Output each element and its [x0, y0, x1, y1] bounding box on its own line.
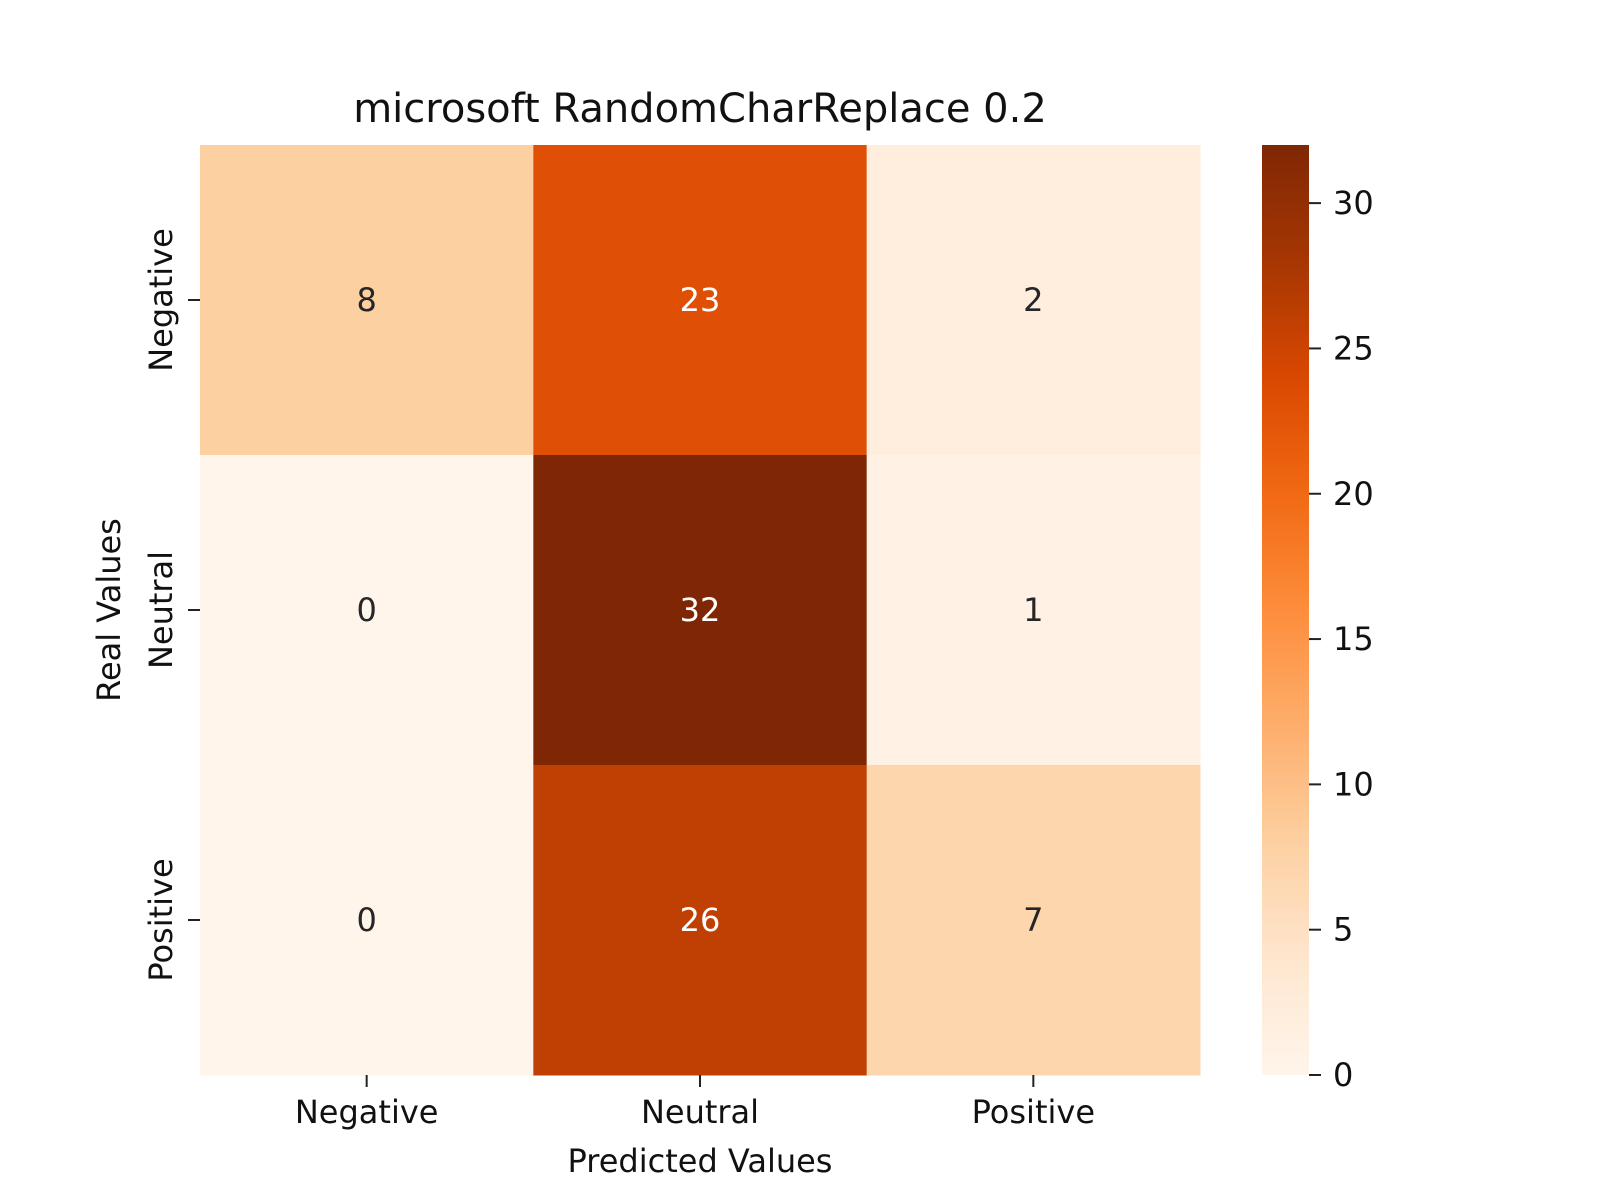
- y-tick-label-1: Neutral: [142, 551, 180, 669]
- cell-value-0-0: 8: [356, 281, 376, 319]
- cell-value-2-0: 0: [356, 901, 376, 939]
- heatmap-cells: [200, 145, 1201, 1076]
- heatmap-cell-1-0: [200, 455, 534, 766]
- cell-value-2-1: 26: [680, 901, 721, 939]
- cell-value-2-2: 7: [1023, 901, 1043, 939]
- x-axis-ticks: Negative Neutral Positive: [295, 1075, 1095, 1131]
- y-axis-label: Real Values: [90, 518, 128, 702]
- cell-labels: 8 23 2 0 32 1 0 26 7: [356, 281, 1043, 939]
- heatmap-cell-1-1: [533, 455, 868, 766]
- colorbar: [1262, 145, 1309, 1075]
- colorbar-tick-label-3: 15: [1333, 620, 1374, 658]
- colorbar-ticks: 0 5 10 15 20 25 30: [1309, 184, 1374, 1094]
- heatmap-cell-1-2: [866, 455, 1201, 766]
- heatmap-cell-0-1: [533, 145, 868, 456]
- x-axis-label: Predicted Values: [568, 1142, 833, 1180]
- cell-value-0-1: 23: [680, 281, 721, 319]
- heatmap-cell-0-0: [200, 145, 534, 456]
- y-tick-label-0: Negative: [142, 228, 180, 372]
- x-tick-label-2: Positive: [972, 1093, 1095, 1131]
- colorbar-tick-label-4: 20: [1333, 475, 1374, 513]
- colorbar-tick-label-5: 25: [1333, 329, 1374, 367]
- x-tick-label-1: Neutral: [641, 1093, 759, 1131]
- heatmap-cell-2-2: [866, 765, 1201, 1076]
- y-tick-label-2: Positive: [142, 858, 180, 981]
- heatmap-cell-2-0: [200, 765, 534, 1076]
- colorbar-tick-label-1: 5: [1333, 911, 1353, 949]
- cell-value-1-2: 1: [1023, 591, 1043, 629]
- chart-title: microsoft RandomCharReplace 0.2: [353, 86, 1047, 132]
- cell-value-1-1: 32: [680, 591, 721, 629]
- x-tick-label-0: Negative: [295, 1093, 439, 1131]
- y-axis-ticks: Negative Neutral Positive: [142, 228, 200, 982]
- cell-value-1-0: 0: [356, 591, 376, 629]
- cell-value-0-2: 2: [1023, 281, 1043, 319]
- colorbar-tick-label-6: 30: [1333, 184, 1374, 222]
- heatmap-cell-2-1: [533, 765, 868, 1076]
- heatmap-cell-0-2: [866, 145, 1201, 456]
- colorbar-tick-label-2: 10: [1333, 765, 1374, 803]
- colorbar-tick-label-0: 0: [1333, 1056, 1353, 1094]
